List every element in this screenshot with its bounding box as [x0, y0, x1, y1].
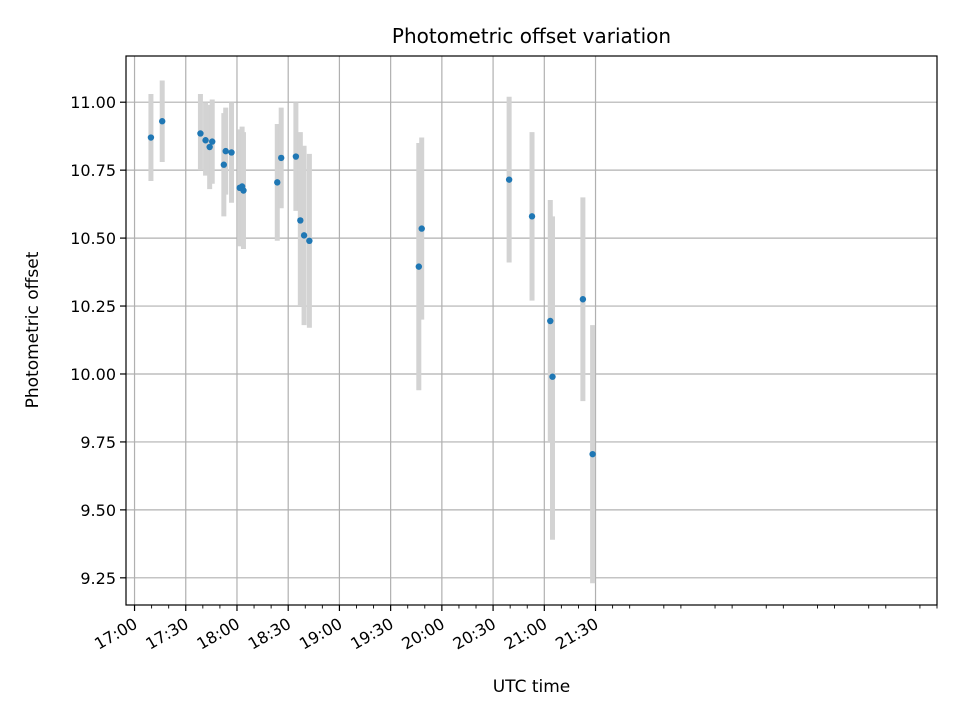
- y-tick-label: 9.50: [80, 501, 116, 520]
- x-tick-label: 20:00: [398, 614, 447, 654]
- data-point: [147, 134, 155, 141]
- data-point: [240, 187, 247, 194]
- data-point: [277, 154, 285, 162]
- data-point: [589, 450, 596, 458]
- x-tick-label: 20:30: [450, 614, 499, 654]
- data-point: [300, 232, 308, 239]
- data-point: [528, 213, 536, 220]
- y-axis-ticks: 9.25 9.50 9.75 10.00 10.25 10.50 10.75 11.00: [70, 93, 126, 588]
- data-point: [274, 179, 281, 186]
- x-tick-label: 21:30: [552, 614, 601, 654]
- x-tick-label: 18:00: [194, 614, 243, 654]
- data-point: [549, 373, 556, 380]
- y-axis-label: Photometric offset: [23, 251, 43, 408]
- data-point: [306, 237, 313, 245]
- data-point: [222, 147, 229, 155]
- plot-frame: [125, 55, 938, 606]
- y-tick-label: 9.75: [80, 433, 116, 452]
- data-point: [202, 137, 209, 144]
- x-tick-label: 17:30: [142, 614, 191, 654]
- data-point: [197, 130, 204, 137]
- y-tick-label: 10.00: [70, 365, 116, 384]
- x-tick-label: 17:00: [91, 614, 140, 654]
- data-point: [220, 161, 228, 168]
- data-point: [228, 149, 235, 156]
- data-point: [206, 143, 213, 151]
- point-layer: [147, 118, 596, 458]
- x-tick-label: 18:30: [245, 614, 294, 654]
- data-point: [297, 217, 304, 224]
- x-tick-label: 21:00: [501, 614, 550, 654]
- data-point: [158, 118, 166, 125]
- x-axis-ticks: 17:00 17:30 18:00 18:30 19:00 19:30 20:00 20:30…: [91, 605, 938, 654]
- y-tick-label: 9.25: [80, 569, 116, 588]
- x-tick-label: 19:00: [296, 614, 345, 654]
- x-tick-label: 19:30: [347, 614, 396, 654]
- data-point: [418, 225, 425, 232]
- errorbar-layer: [148, 80, 596, 584]
- y-tick-label: 10.50: [70, 229, 116, 248]
- y-tick-label: 10.75: [70, 161, 116, 180]
- data-point: [579, 296, 587, 303]
- y-tick-label: 10.25: [70, 297, 116, 316]
- chart-title: Photometric offset variation: [392, 24, 671, 48]
- data-point: [505, 176, 513, 183]
- data-point: [547, 317, 554, 325]
- x-axis-label: UTC time: [493, 677, 571, 697]
- data-point: [209, 138, 216, 145]
- data-point: [415, 263, 423, 270]
- y-tick-label: 11.00: [70, 93, 116, 112]
- data-point: [292, 153, 300, 160]
